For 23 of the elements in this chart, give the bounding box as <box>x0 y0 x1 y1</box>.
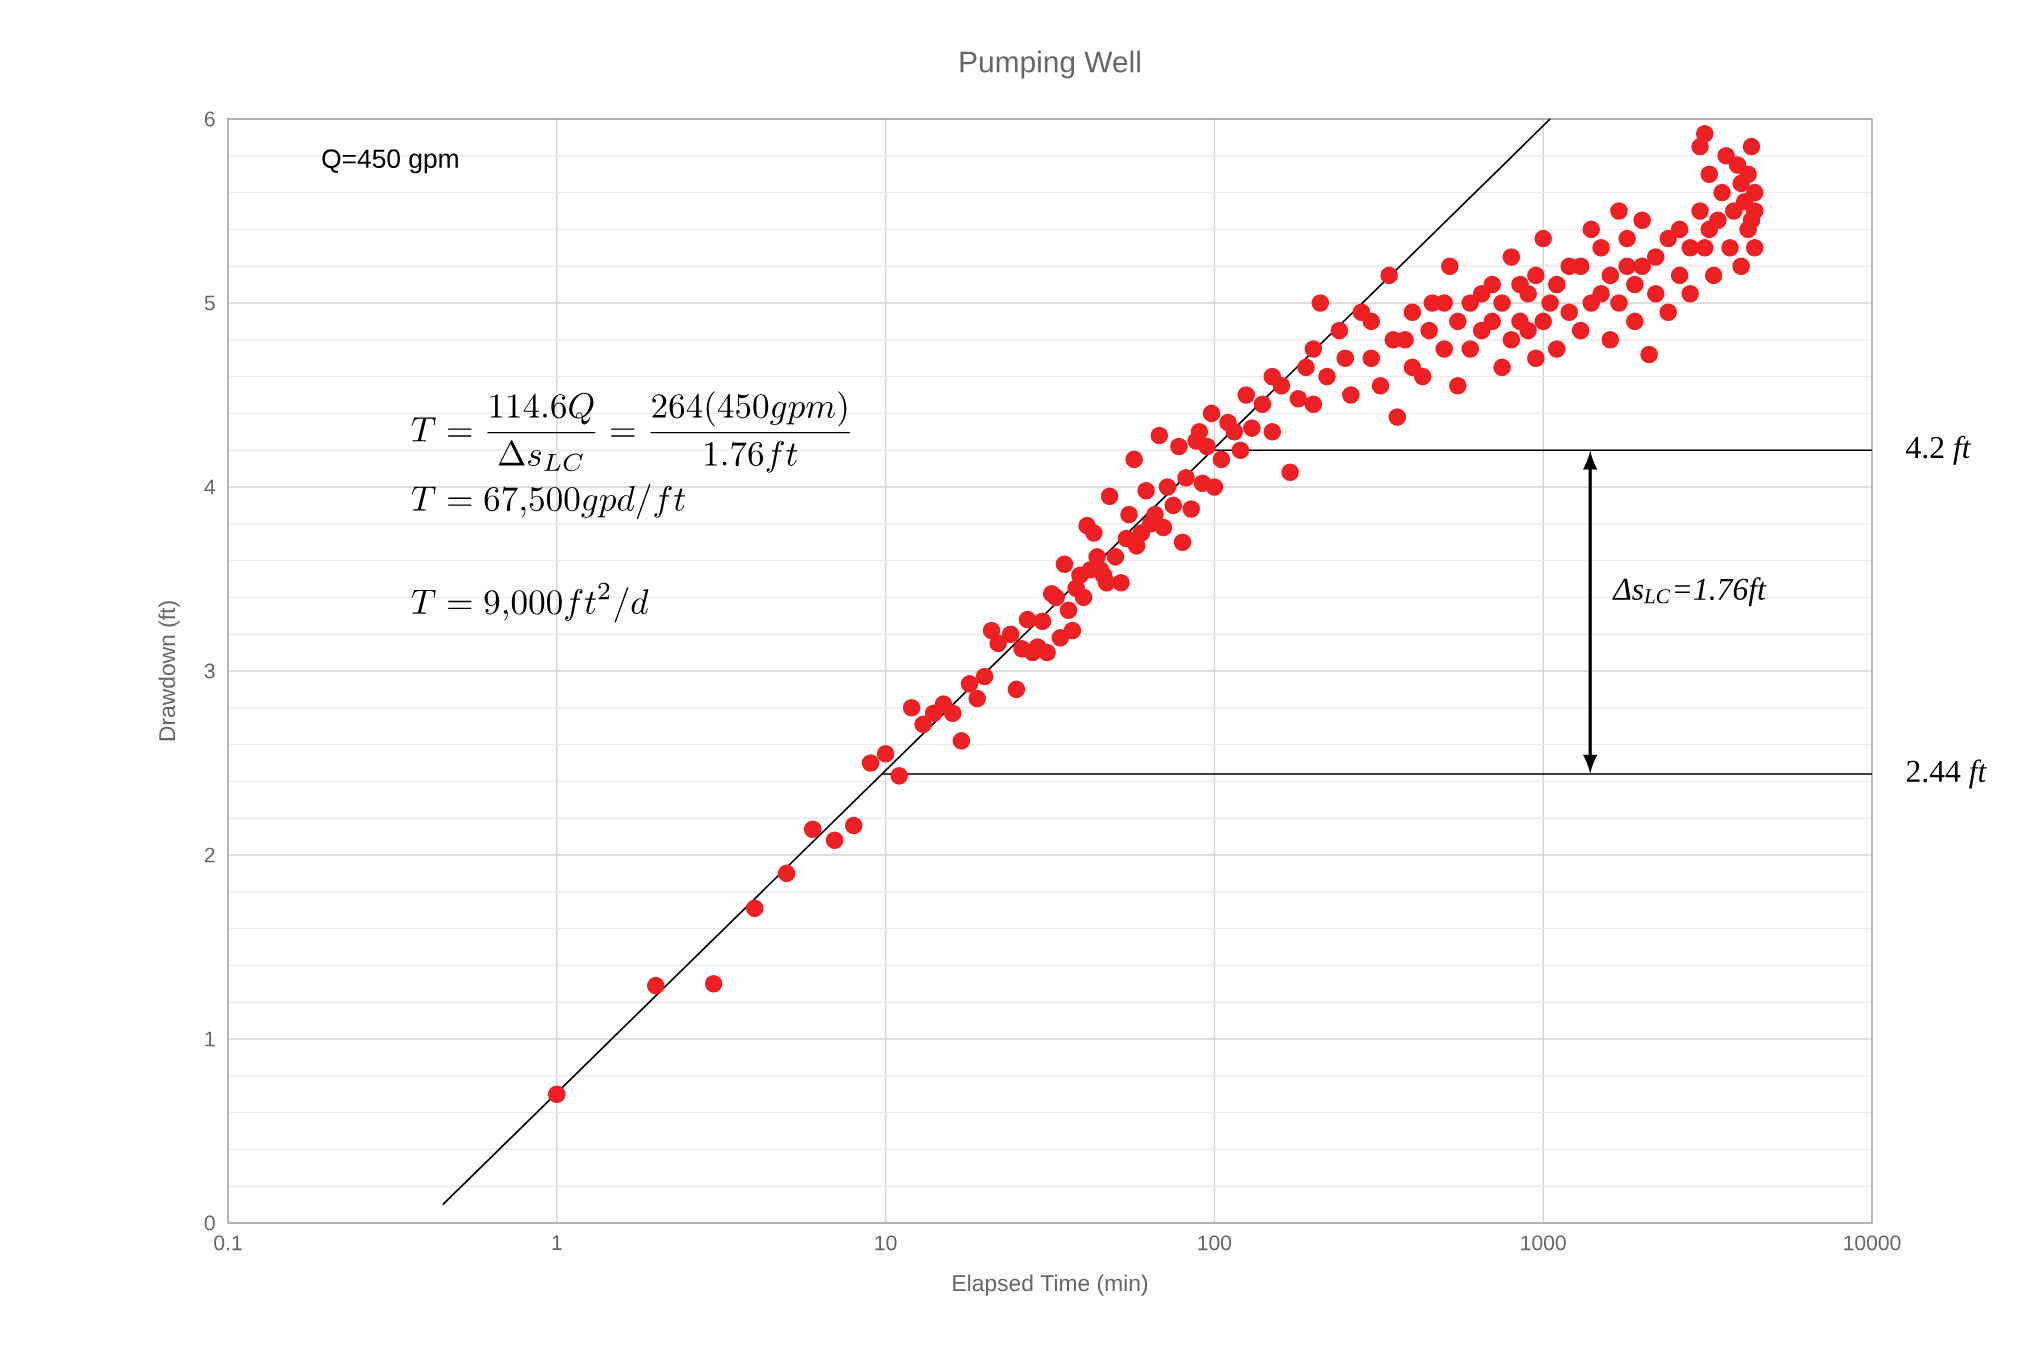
y-tick-label: 3 <box>204 663 215 679</box>
x-tick-label: 1 <box>552 1235 562 1250</box>
y-tick-label: 6 <box>204 111 215 127</box>
ref-line-label: 4.2 ft <box>1906 435 1972 465</box>
y-tick-label: 1 <box>205 1031 215 1047</box>
annotation: Δs$_{LC}$=1.76ft <box>1612 577 1767 607</box>
annotation: $T=67{,}500gpd/ft$ <box>411 484 685 520</box>
x-tick-label: 10000 <box>1844 1235 1901 1251</box>
x-axis-title: Elapsed Time (min) <box>953 1274 1148 1296</box>
x-tick-label: 100 <box>1198 1235 1232 1251</box>
annotation: Q=450 gpm <box>322 149 458 174</box>
ref-line-label: 2.44 ft <box>1906 759 1987 789</box>
x-tick-label: 10 <box>875 1235 897 1251</box>
x-tick-label: 0.1 <box>214 1235 242 1251</box>
chart-title: Pumping Well <box>960 50 1140 79</box>
annotation: $T=9{,}000ft^{2}/d$ <box>411 582 649 623</box>
annotation: $T=\frac{114.6Q}{\Delta s_{LC}}=\frac{264(450gpm)}{1.76ft}$ <box>411 391 850 473</box>
y-tick-label: 5 <box>204 295 215 311</box>
y-tick-label: 2 <box>204 847 215 863</box>
y-axis-title: Drawdown (ft) <box>158 601 180 741</box>
x-tick-label: 1000 <box>1521 1235 1566 1251</box>
y-tick-label: 0 <box>204 1215 215 1231</box>
y-tick-label: 4 <box>204 479 215 495</box>
